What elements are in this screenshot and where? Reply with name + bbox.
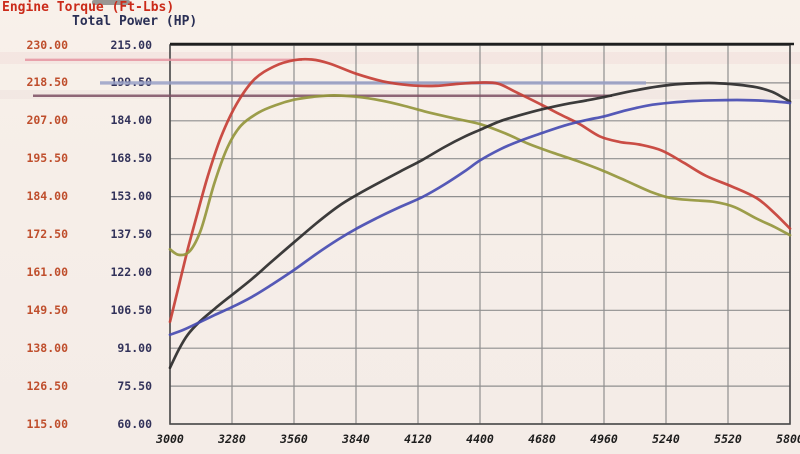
- torque-tick-label: 115.00: [26, 416, 68, 431]
- rpm-tick-label: 5800: [776, 432, 800, 446]
- power-tick-label: 75.50: [117, 378, 152, 393]
- torque-tick-label: 172.50: [26, 227, 68, 241]
- power-tick-label: 122.00: [110, 264, 152, 279]
- rpm-tick-label: 3000: [156, 432, 184, 446]
- rpm-tick-label: 3840: [342, 432, 370, 446]
- power-tick-label: 60.00: [117, 416, 152, 431]
- torque-tick-label: 161.00: [26, 264, 68, 279]
- power-tick-label: 91.00: [117, 340, 152, 355]
- torque-tick-label: 195.50: [26, 151, 68, 166]
- rpm-tick-label: 3560: [280, 432, 308, 446]
- power-black-curve: [168, 81, 792, 370]
- power-tick-label: 137.50: [110, 227, 152, 241]
- power-tick-label: 184.00: [110, 113, 152, 128]
- torque-tick-label: 230.00: [26, 37, 68, 52]
- rpm-tick-label: 5240: [652, 432, 680, 446]
- power-blue-curve: [168, 98, 792, 337]
- rpm-tick-label: 4400: [466, 432, 494, 446]
- power-tick-label: 106.50: [110, 302, 152, 317]
- torque-tick-label: 207.00: [26, 113, 68, 128]
- torque-tick-label: 149.50: [26, 302, 68, 317]
- rpm-tick-label: 3280: [218, 432, 246, 446]
- power-tick-label: 168.50: [110, 151, 152, 166]
- torque-tick-label: 126.50: [26, 378, 68, 393]
- rpm-tick-label: 4120: [404, 432, 432, 446]
- power-tick-label: 153.00: [110, 189, 152, 204]
- scan-artifact: [92, 0, 130, 5]
- power-tick-label: 215.00: [110, 37, 152, 52]
- rpm-tick-label: 4960: [590, 432, 618, 446]
- torque-red-curve: [168, 57, 792, 324]
- power-axis-title: Total Power (HP): [72, 14, 198, 29]
- torque-olive-curve: [168, 94, 792, 257]
- torque-tick-label: 218.50: [26, 75, 68, 90]
- torque-axis-title: Engine Torque (Ft-Lbs): [2, 0, 175, 15]
- rpm-tick-label: 5520: [714, 432, 742, 446]
- torque-tick-label: 184.00: [26, 189, 68, 204]
- rpm-tick-label: 4680: [528, 432, 556, 446]
- torque-tick-label: 138.00: [26, 340, 68, 355]
